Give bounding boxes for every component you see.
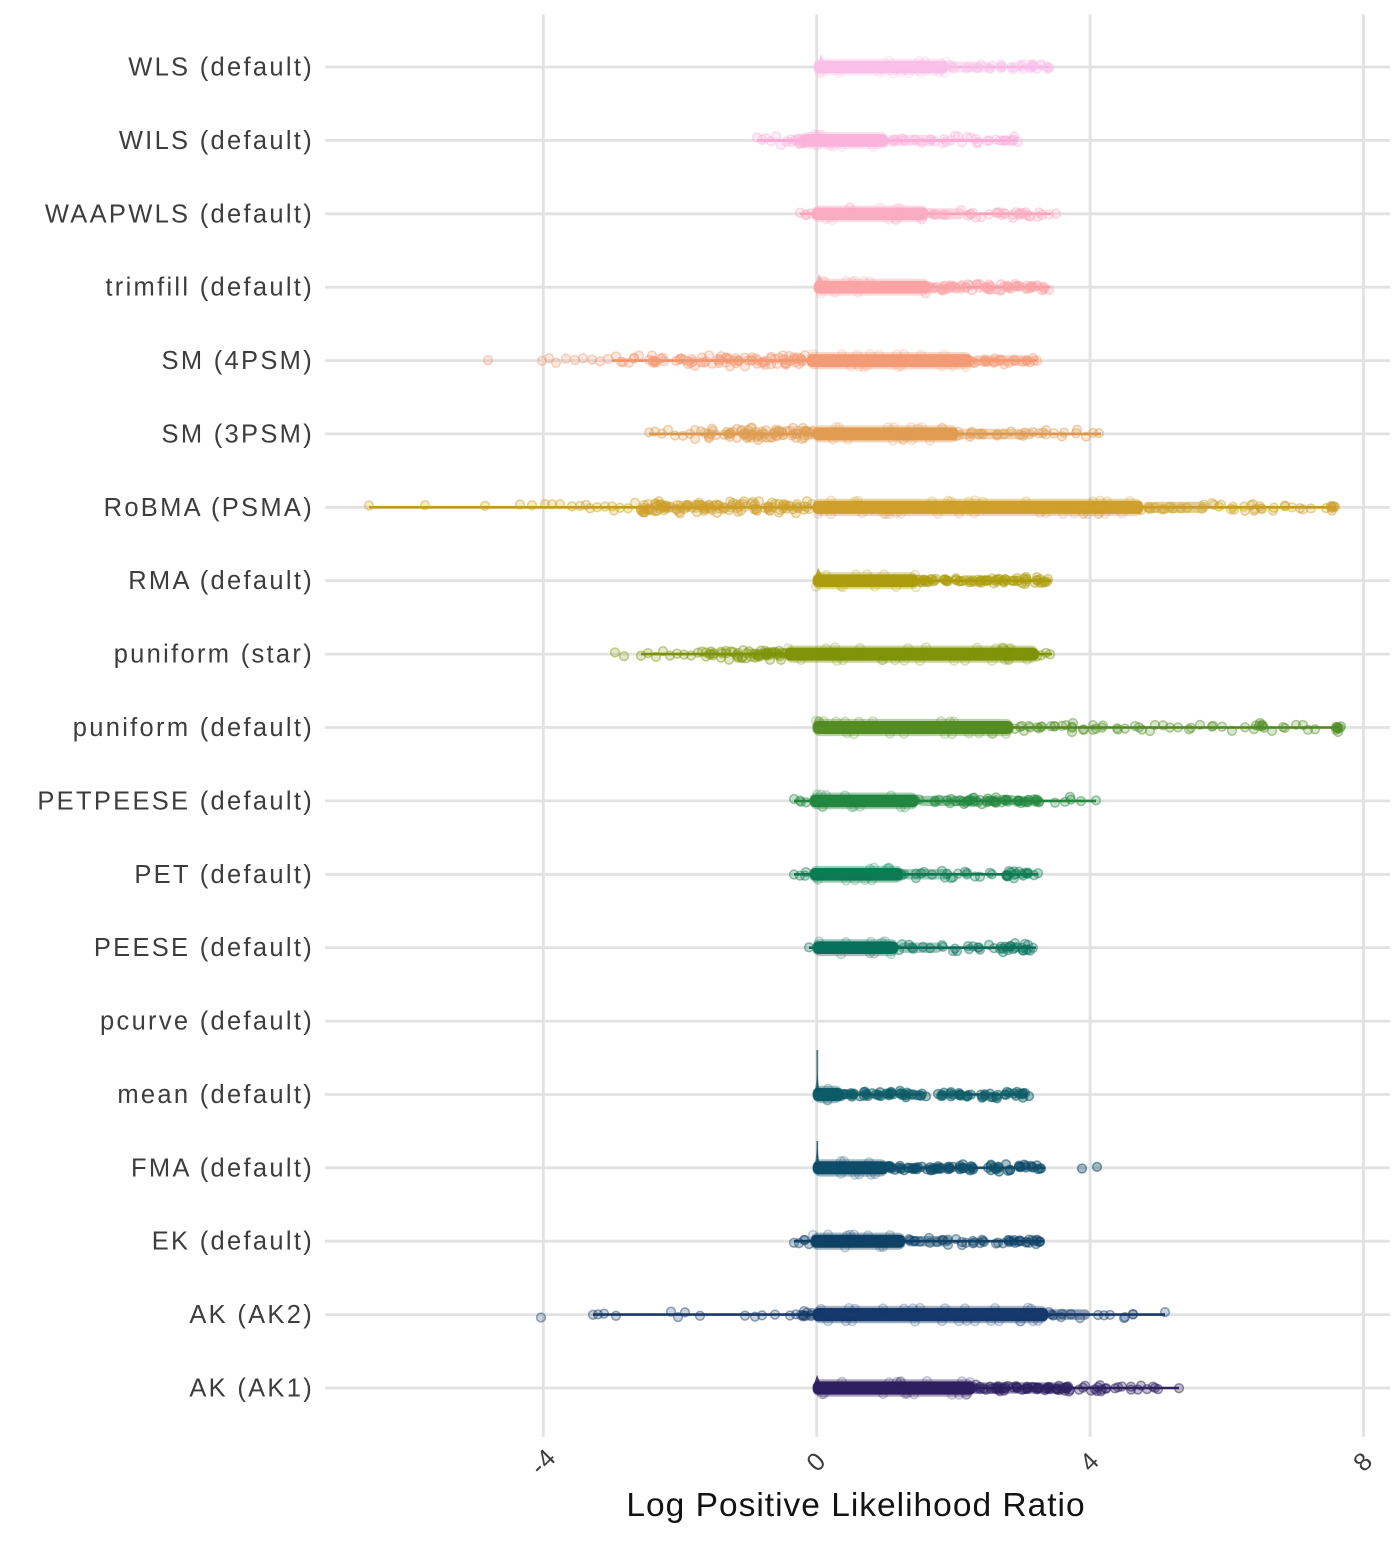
svg-text:RoBMA (PSMA): RoBMA (PSMA) bbox=[104, 494, 314, 522]
svg-text:PEESE (default): PEESE (default) bbox=[94, 934, 314, 962]
svg-text:AK (AK2): AK (AK2) bbox=[189, 1301, 314, 1329]
svg-text:pcurve (default): pcurve (default) bbox=[100, 1008, 314, 1036]
svg-text:puniform (default): puniform (default) bbox=[73, 714, 314, 742]
svg-text:puniform (star): puniform (star) bbox=[114, 641, 314, 669]
svg-text:WLS (default): WLS (default) bbox=[128, 54, 314, 82]
svg-text:WILS (default): WILS (default) bbox=[119, 127, 314, 155]
svg-text:trimfill (default): trimfill (default) bbox=[105, 274, 314, 302]
svg-text:mean (default): mean (default) bbox=[117, 1081, 314, 1109]
svg-text:EK (default): EK (default) bbox=[152, 1228, 314, 1256]
svg-text:WAAPWLS (default): WAAPWLS (default) bbox=[45, 200, 314, 228]
svg-text:PET (default): PET (default) bbox=[134, 861, 314, 889]
svg-text:RMA (default): RMA (default) bbox=[128, 567, 314, 595]
svg-text:SM (3PSM): SM (3PSM) bbox=[162, 420, 314, 448]
svg-text:SM (4PSM): SM (4PSM) bbox=[162, 347, 314, 375]
svg-text:FMA (default): FMA (default) bbox=[131, 1154, 314, 1182]
svg-text:PETPEESE (default): PETPEESE (default) bbox=[37, 787, 314, 815]
svg-text:AK (AK1): AK (AK1) bbox=[189, 1375, 314, 1403]
svg-text:Log Positive Likelihood Ratio: Log Positive Likelihood Ratio bbox=[626, 1487, 1085, 1524]
